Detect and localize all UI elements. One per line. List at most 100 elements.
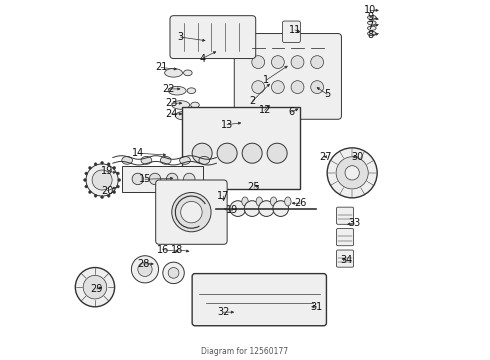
Circle shape [267,143,287,163]
Text: 15: 15 [139,174,151,184]
Circle shape [89,191,92,194]
Circle shape [327,148,377,198]
Ellipse shape [194,113,203,118]
Ellipse shape [168,86,186,95]
Text: 6: 6 [289,107,294,117]
FancyBboxPatch shape [234,33,342,119]
Circle shape [242,143,262,163]
Circle shape [245,201,260,216]
Ellipse shape [180,157,190,164]
Text: 11: 11 [289,25,301,35]
Ellipse shape [368,21,376,25]
Circle shape [163,262,184,284]
Circle shape [192,143,212,163]
Ellipse shape [160,157,171,164]
Circle shape [259,201,274,216]
Circle shape [86,164,118,196]
Circle shape [113,166,116,169]
Text: 19: 19 [226,205,239,215]
Text: 29: 29 [91,284,103,294]
Ellipse shape [175,111,193,120]
Text: 17: 17 [218,191,230,201]
Text: 7: 7 [367,21,373,31]
Ellipse shape [141,157,152,164]
Ellipse shape [256,197,263,206]
Text: 25: 25 [247,182,260,192]
Circle shape [89,166,92,169]
FancyBboxPatch shape [192,274,326,326]
Circle shape [138,262,152,276]
Circle shape [118,179,121,181]
Circle shape [181,202,202,223]
Circle shape [172,193,211,232]
FancyBboxPatch shape [337,207,354,224]
Ellipse shape [368,15,376,19]
Circle shape [271,81,284,94]
Circle shape [100,161,103,164]
FancyBboxPatch shape [122,166,203,192]
Text: 8: 8 [367,30,373,40]
Text: 2: 2 [249,96,255,107]
Circle shape [94,163,97,166]
Text: 5: 5 [324,89,330,99]
Circle shape [107,163,110,166]
FancyBboxPatch shape [283,21,300,42]
Text: 10: 10 [364,5,376,15]
FancyBboxPatch shape [182,107,300,189]
Ellipse shape [199,157,210,164]
Circle shape [168,267,179,278]
Ellipse shape [191,102,199,108]
Circle shape [85,172,88,175]
Text: 30: 30 [351,152,364,162]
Text: 16: 16 [157,245,169,255]
Circle shape [291,81,304,94]
Circle shape [345,166,359,180]
Ellipse shape [172,101,190,109]
Circle shape [75,267,115,307]
Ellipse shape [270,197,277,206]
Ellipse shape [368,26,376,30]
Text: 22: 22 [162,84,174,94]
Circle shape [100,196,103,199]
Circle shape [311,56,323,68]
Circle shape [252,56,265,68]
Circle shape [184,173,195,185]
Circle shape [83,275,107,299]
Circle shape [273,201,289,216]
Circle shape [132,173,144,185]
Text: 12: 12 [258,105,271,115]
Ellipse shape [368,31,376,36]
FancyBboxPatch shape [337,250,354,267]
Circle shape [167,173,178,185]
Text: 13: 13 [221,120,233,130]
Circle shape [252,81,265,94]
FancyBboxPatch shape [337,229,354,246]
Circle shape [149,173,161,185]
Text: 32: 32 [218,307,230,317]
Ellipse shape [184,70,192,76]
Circle shape [107,194,110,197]
Text: 24: 24 [166,109,178,119]
Ellipse shape [242,197,248,206]
Text: 20: 20 [101,186,114,196]
Text: 9: 9 [367,13,373,22]
Text: 1: 1 [263,75,270,85]
Text: 26: 26 [294,198,307,208]
Text: 34: 34 [341,255,353,265]
Text: 21: 21 [155,63,167,72]
Circle shape [83,179,86,181]
Text: 27: 27 [319,152,332,162]
Text: 18: 18 [171,245,183,255]
Text: 31: 31 [310,302,322,312]
Circle shape [94,194,97,197]
Text: 33: 33 [348,218,360,228]
Text: 19: 19 [101,166,114,176]
Ellipse shape [285,197,291,206]
Circle shape [117,185,120,188]
Circle shape [311,81,323,94]
Circle shape [92,170,112,190]
Text: 3: 3 [178,32,184,42]
Text: Diagram for 12560177: Diagram for 12560177 [201,347,289,356]
Circle shape [291,56,304,68]
Ellipse shape [122,157,132,164]
